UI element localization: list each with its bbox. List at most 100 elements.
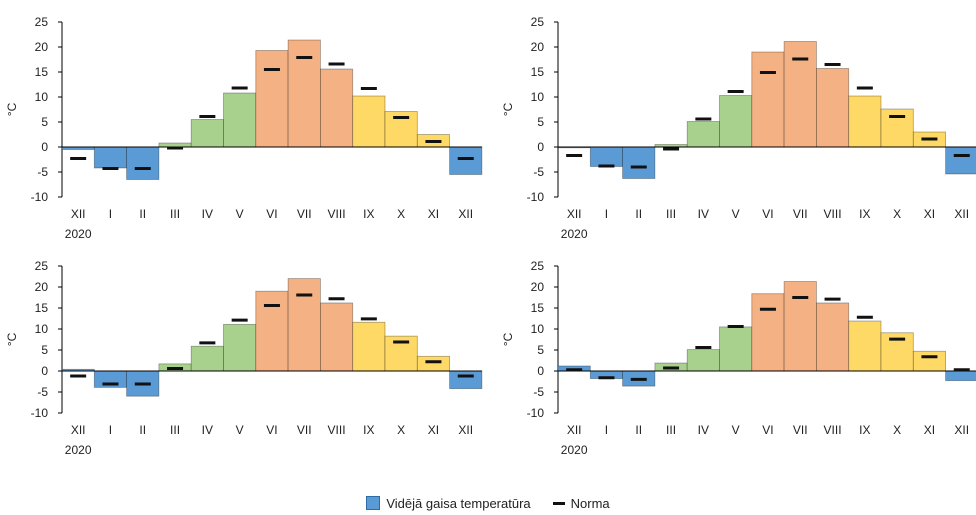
y-tick-label: -5: [533, 385, 544, 399]
x-tick-label: XII: [954, 423, 969, 437]
bar-iii: [158, 142, 192, 148]
legend: Vidējā gaisa temperatūra Norma: [0, 492, 976, 514]
x-tick-label: VI: [762, 207, 773, 221]
x-tick-label: VII: [793, 207, 808, 221]
bar-v: [223, 92, 257, 148]
y-tick-label: 0: [537, 140, 544, 154]
y-tick-label: 0: [41, 140, 48, 154]
bar-vii: [783, 41, 817, 148]
y-tick-label: -5: [37, 385, 48, 399]
y-tick-label: -10: [31, 190, 49, 204]
y-tick-label: 25: [531, 15, 545, 29]
x-tick-label: VIII: [824, 423, 842, 437]
y-axis-label: °C: [5, 332, 19, 346]
x-tick-label: VI: [762, 423, 773, 437]
bar-xi: [912, 350, 946, 372]
bar-vi: [255, 50, 289, 148]
y-tick-label: 15: [531, 65, 545, 79]
bar-vi: [751, 51, 785, 148]
y-tick-label: 15: [35, 65, 49, 79]
x-tick-label: XII: [567, 423, 582, 437]
x-tick-label: IV: [698, 423, 709, 437]
bar-vi: [255, 290, 289, 372]
bar-viii: [319, 68, 354, 148]
y-tick-label: 10: [35, 322, 49, 336]
x-tick-label: VII: [793, 423, 808, 437]
bar-vii: [287, 278, 321, 372]
bar-xii: [945, 370, 976, 382]
x-tick-label: XI: [924, 207, 935, 221]
x-tick-label: XII: [71, 207, 86, 221]
y-tick-label: 5: [537, 343, 544, 357]
x-tick-label: IV: [202, 423, 213, 437]
bar-viii: [816, 68, 850, 148]
y-tick-label: 15: [531, 301, 545, 315]
x-tick-label: X: [397, 207, 405, 221]
bar-viii: [816, 302, 850, 372]
y-tick-label: -10: [31, 406, 49, 420]
legend-label-norm: Norma: [570, 495, 610, 511]
y-axis-label: °C: [501, 332, 515, 346]
bar-ii: [622, 146, 656, 179]
x-tick-label: XI: [428, 207, 439, 221]
x-tick-label: III: [666, 423, 676, 437]
y-axis-label: °C: [5, 102, 19, 116]
x-tick-label: I: [109, 423, 112, 437]
bar-iv: [190, 345, 224, 372]
bar-v: [223, 323, 257, 372]
x-tick-label: III: [666, 207, 676, 221]
x-tick-label: IV: [698, 207, 709, 221]
x-tick-label: V: [236, 423, 244, 437]
y-tick-label: 20: [35, 280, 49, 294]
x-tick-label: XII: [458, 207, 473, 221]
x-tick-label: V: [236, 207, 244, 221]
bar-xii: [945, 146, 976, 175]
bar-iv: [190, 119, 224, 148]
bar-ix: [352, 321, 386, 372]
x-tick-label: I: [605, 423, 608, 437]
bar-iv: [686, 121, 720, 148]
bar-xii: [449, 370, 483, 390]
x-tick-label: X: [893, 423, 901, 437]
legend-item-average: Vidējā gaisa temperatūra: [366, 495, 531, 511]
x-tick-label: VIII: [824, 207, 842, 221]
bar-x: [880, 108, 914, 148]
bar-vi: [751, 293, 785, 372]
bar-xii: [449, 146, 483, 175]
x-tick-label: XI: [924, 423, 935, 437]
x-tick-label: II: [635, 423, 642, 437]
y-tick-label: 20: [531, 40, 545, 54]
x-tick-label: VI: [266, 207, 277, 221]
year-label: 2020: [65, 443, 92, 457]
x-tick-label: XII: [458, 423, 473, 437]
x-tick-label: XI: [428, 423, 439, 437]
y-tick-label: 5: [537, 115, 544, 129]
y-tick-label: 10: [531, 90, 545, 104]
bar-v: [719, 95, 753, 148]
x-tick-label: V: [732, 423, 740, 437]
bar-ix: [848, 95, 882, 148]
x-tick-label: I: [109, 207, 112, 221]
bar-ix: [352, 95, 386, 148]
y-tick-label: 25: [35, 259, 49, 273]
bar-ix: [848, 320, 882, 372]
y-tick-label: -5: [533, 165, 544, 179]
y-tick-label: -10: [527, 406, 545, 420]
x-tick-label: II: [139, 423, 146, 437]
x-tick-label: III: [170, 423, 180, 437]
legend-swatch-norm: [552, 501, 565, 505]
y-tick-label: 5: [41, 115, 48, 129]
bar-vii: [783, 281, 817, 372]
bar-iv: [686, 349, 720, 372]
x-tick-label: XII: [71, 423, 86, 437]
x-tick-label: X: [893, 207, 901, 221]
bar-v: [719, 326, 753, 372]
y-tick-label: 20: [531, 280, 545, 294]
legend-label-average: Vidējā gaisa temperatūra: [386, 495, 531, 511]
x-tick-label: IV: [202, 207, 213, 221]
